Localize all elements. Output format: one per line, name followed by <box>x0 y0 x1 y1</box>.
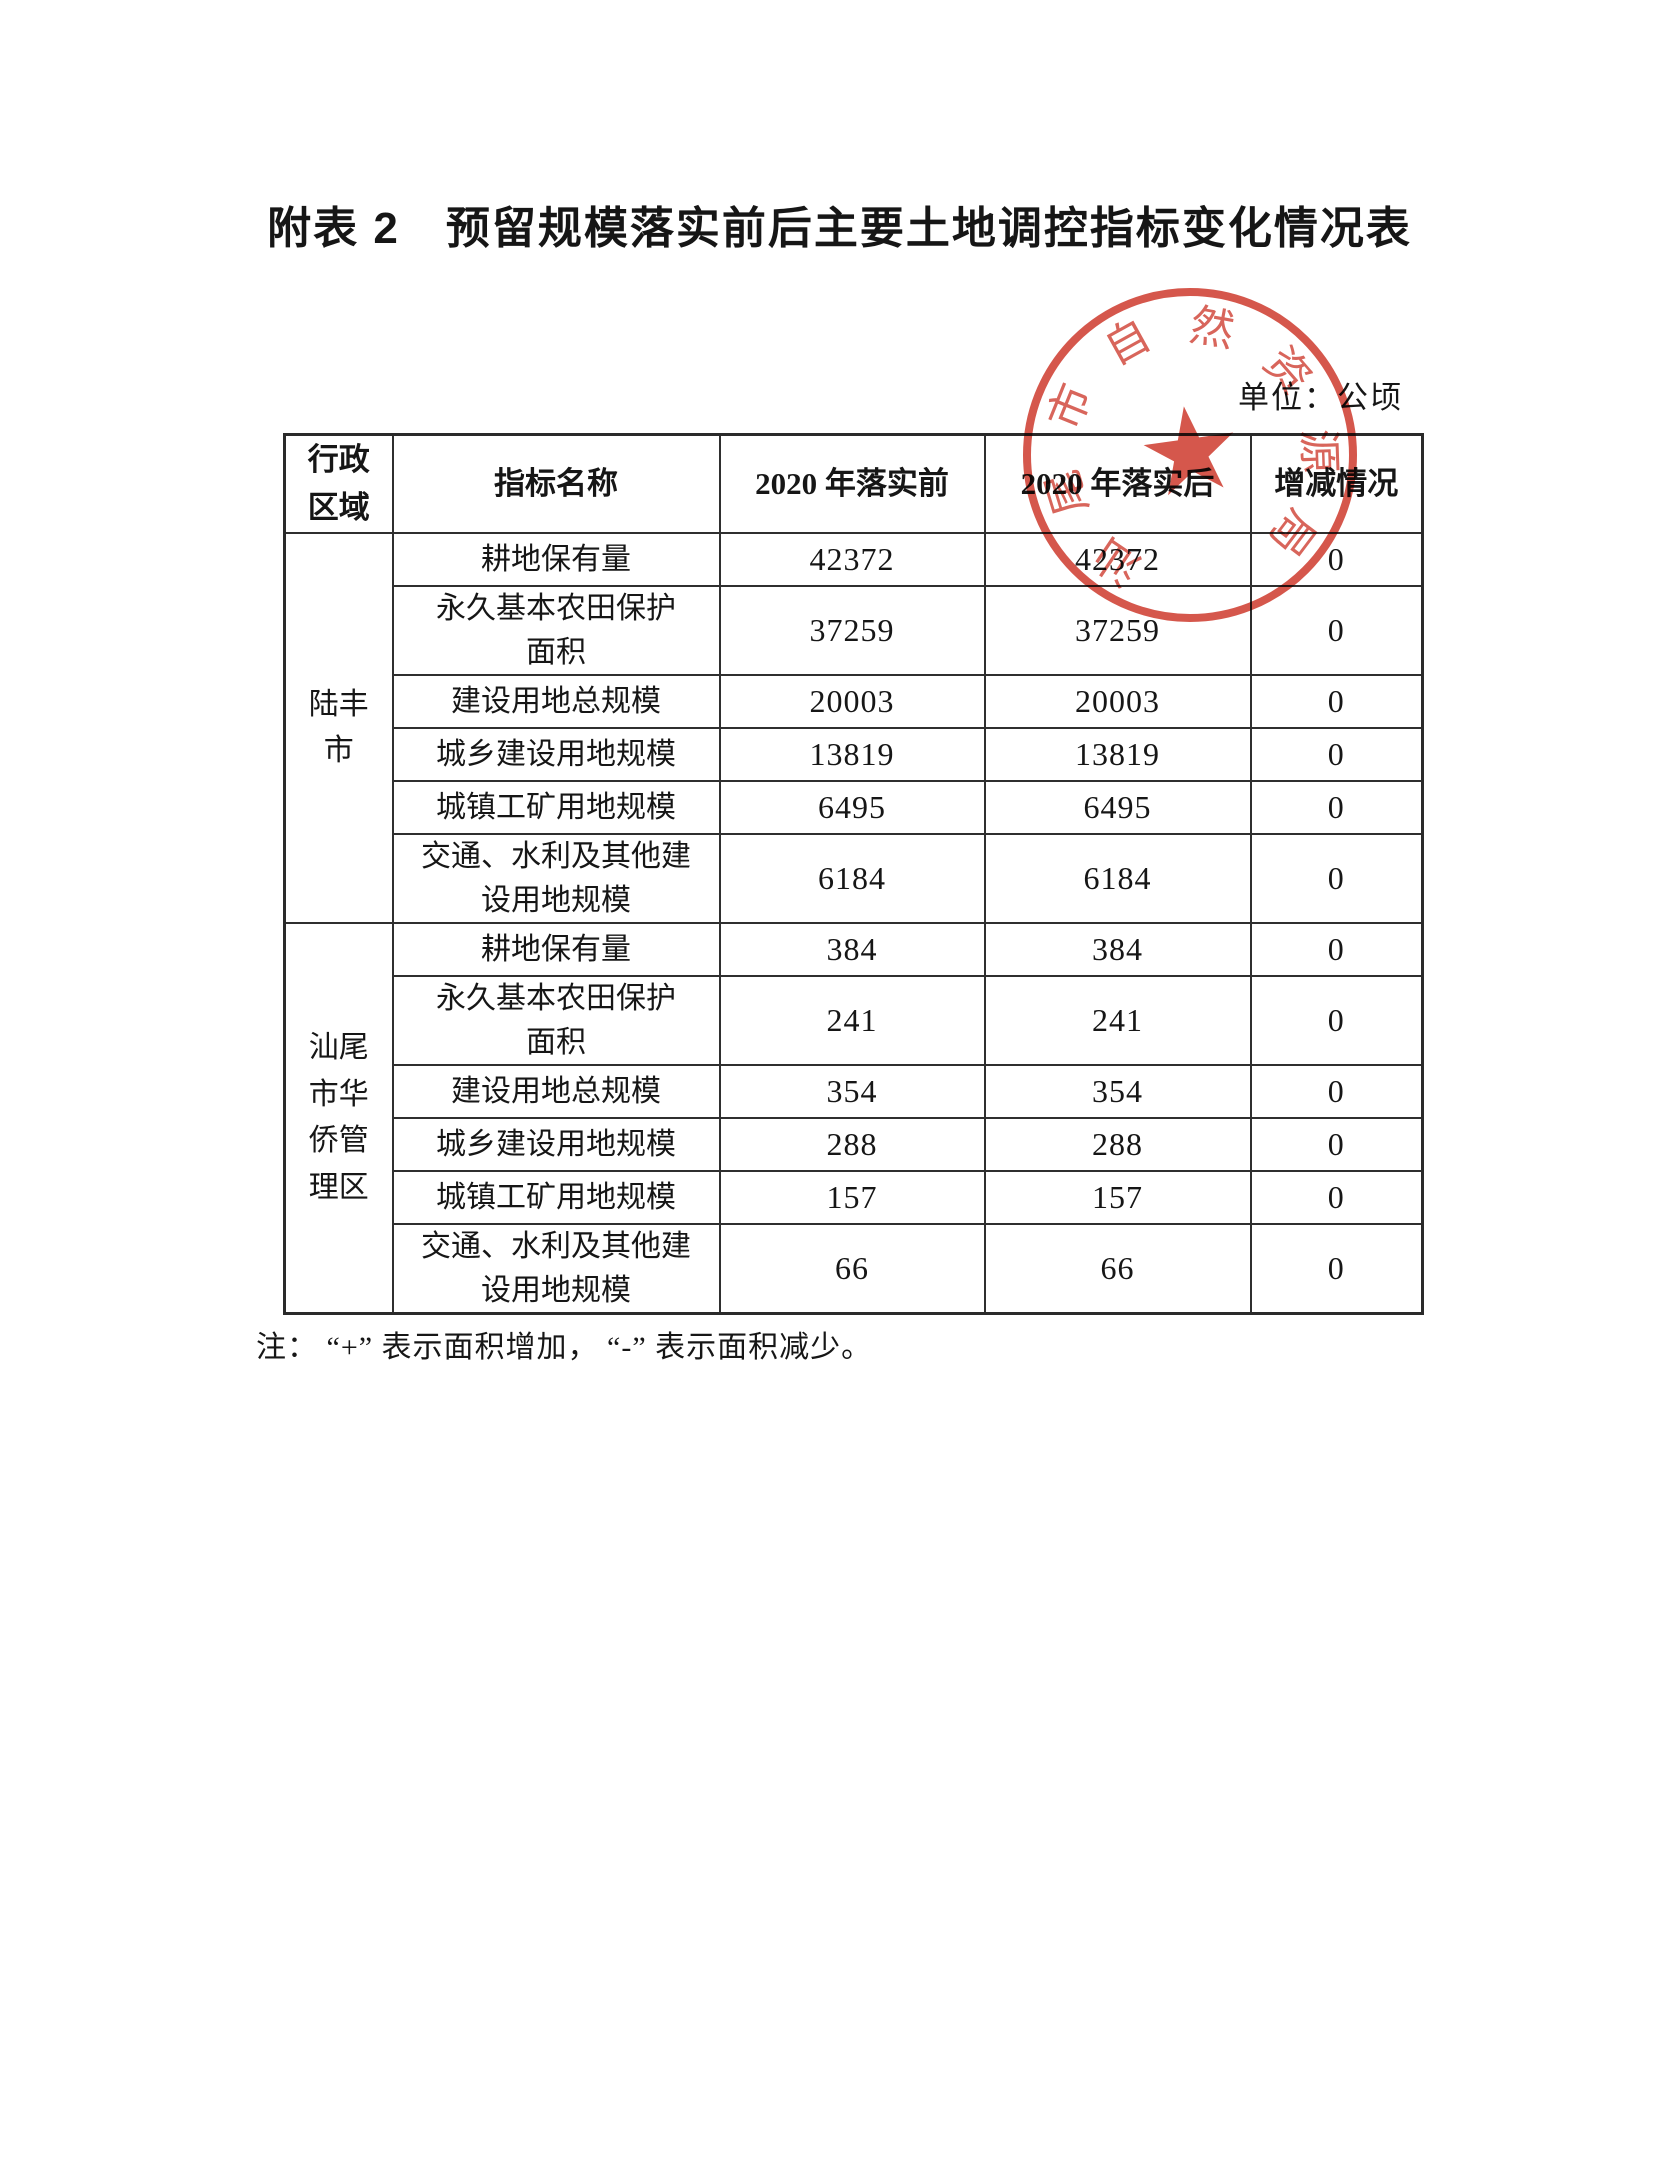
cell-change: 0 <box>1249 674 1424 730</box>
cell-indicator: 耕地保有量 <box>391 922 721 978</box>
cell-before: 13819 <box>718 727 986 783</box>
cell-before: 20003 <box>718 674 986 730</box>
table-row: 城乡建设用地规模 288 288 0 <box>285 1117 1424 1173</box>
indicators-table: 行政区域 指标名称 2020 年落实前 2020 年落实后 增减情况 陆丰市 耕… <box>283 433 1424 1316</box>
cell-after: 20003 <box>983 674 1252 730</box>
cell-indicator: 城镇工矿用地规模 <box>391 780 721 836</box>
cell-before: 37259 <box>718 585 986 677</box>
cell-before: 157 <box>718 1170 986 1226</box>
cell-indicator: 建设用地总规模 <box>391 1064 721 1120</box>
cell-indicator: 城乡建设用地规模 <box>391 727 721 783</box>
cell-after: 157 <box>983 1170 1252 1226</box>
cell-indicator: 永久基本农田保护 面积 <box>391 585 721 677</box>
cell-indicator: 建设用地总规模 <box>391 674 721 730</box>
header-cell-indicator: 指标名称 <box>391 433 721 535</box>
cell-before: 6184 <box>718 833 986 925</box>
cell-indicator: 耕地保有量 <box>391 532 721 588</box>
page-title: 附表 2 预留规模落实前后主要土地调控指标变化情况表 <box>267 204 1412 253</box>
region-label: 汕尾市华侨管理区 <box>308 1031 369 1204</box>
unit-label: 单位：公顷 <box>1238 380 1403 415</box>
cell-after: 42372 <box>983 532 1252 588</box>
cell-after: 13819 <box>983 727 1252 783</box>
cell-before: 42372 <box>718 532 986 588</box>
table-row: 城乡建设用地规模 13819 13819 0 <box>285 727 1424 783</box>
cell-after: 354 <box>983 1064 1252 1120</box>
header-region-label: 行政区域 <box>307 442 370 526</box>
seal-character: 市 <box>1039 377 1102 437</box>
seal-character: 然 <box>1186 300 1239 357</box>
table-row: 汕尾市华侨管理区 耕地保有量 384 384 0 <box>283 922 1424 1315</box>
cell-change: 0 <box>1249 922 1424 978</box>
cell-change: 0 <box>1249 1064 1424 1120</box>
cell-indicator: 城乡建设用地规模 <box>391 1117 721 1173</box>
cell-region-group2: 汕尾市华侨管理区 <box>283 922 394 1315</box>
cell-after: 37259 <box>983 585 1252 677</box>
header-cell-region: 行政区域 <box>283 433 394 535</box>
table-row: 陆丰市 耕地保有量 42372 42372 0 <box>283 532 1424 925</box>
cell-after: 6495 <box>983 780 1252 836</box>
cell-after: 66 <box>983 1223 1252 1315</box>
table-row: 城镇工矿用地规模 157 157 0 <box>285 1170 1424 1226</box>
cell-change: 0 <box>1249 532 1424 588</box>
cell-indicator: 交通、水利及其他建 设用地规模 <box>391 1223 721 1315</box>
table-row: 城镇工矿用地规模 6495 6495 0 <box>285 780 1424 836</box>
cell-before: 354 <box>718 1064 986 1120</box>
cell-before: 6495 <box>718 780 986 836</box>
seal-character: 自 <box>1096 310 1159 375</box>
cell-change: 0 <box>1249 585 1424 677</box>
cell-change: 0 <box>1249 1170 1424 1226</box>
cell-change: 0 <box>1249 833 1424 925</box>
cell-before: 288 <box>718 1117 986 1173</box>
cell-after: 384 <box>983 922 1252 978</box>
cell-change: 0 <box>1249 1223 1424 1315</box>
cell-after: 241 <box>983 975 1252 1067</box>
cell-before: 241 <box>718 975 986 1067</box>
table-row: 建设用地总规模 20003 20003 0 <box>285 674 1424 730</box>
cell-change: 0 <box>1249 727 1424 783</box>
footnote: 注： “+” 表示面积增加， “-” 表示面积减少。 <box>256 1331 873 1364</box>
header-cell-after: 2020 年落实后 <box>983 433 1252 535</box>
region-label: 陆丰市 <box>308 687 369 768</box>
cell-after: 6184 <box>983 833 1252 925</box>
table-row: 建设用地总规模 354 354 0 <box>285 1064 1424 1120</box>
cell-indicator: 永久基本农田保护 面积 <box>391 975 721 1067</box>
cell-indicator: 交通、水利及其他建 设用地规模 <box>391 833 721 925</box>
cell-after: 288 <box>983 1117 1252 1173</box>
cell-before: 66 <box>718 1223 986 1315</box>
cell-before: 384 <box>718 922 986 978</box>
header-cell-before: 2020 年落实前 <box>718 433 986 535</box>
table-row: 永久基本农田保护 面积 37259 37259 0 <box>285 585 1424 677</box>
cell-change: 0 <box>1249 780 1424 836</box>
table-row: 交通、水利及其他建 设用地规模 6184 6184 0 <box>285 833 1424 925</box>
cell-change: 0 <box>1249 975 1424 1067</box>
table-row: 永久基本农田保护 面积 241 241 0 <box>285 975 1424 1067</box>
table-header-row: 行政区域 指标名称 2020 年落实前 2020 年落实后 增减情况 <box>283 433 1424 535</box>
cell-region-group1: 陆丰市 <box>283 532 394 925</box>
cell-change: 0 <box>1249 1117 1424 1173</box>
header-cell-change: 增减情况 <box>1249 433 1424 535</box>
table-row: 交通、水利及其他建 设用地规模 66 66 0 <box>285 1223 1424 1315</box>
cell-indicator: 城镇工矿用地规模 <box>391 1170 721 1226</box>
